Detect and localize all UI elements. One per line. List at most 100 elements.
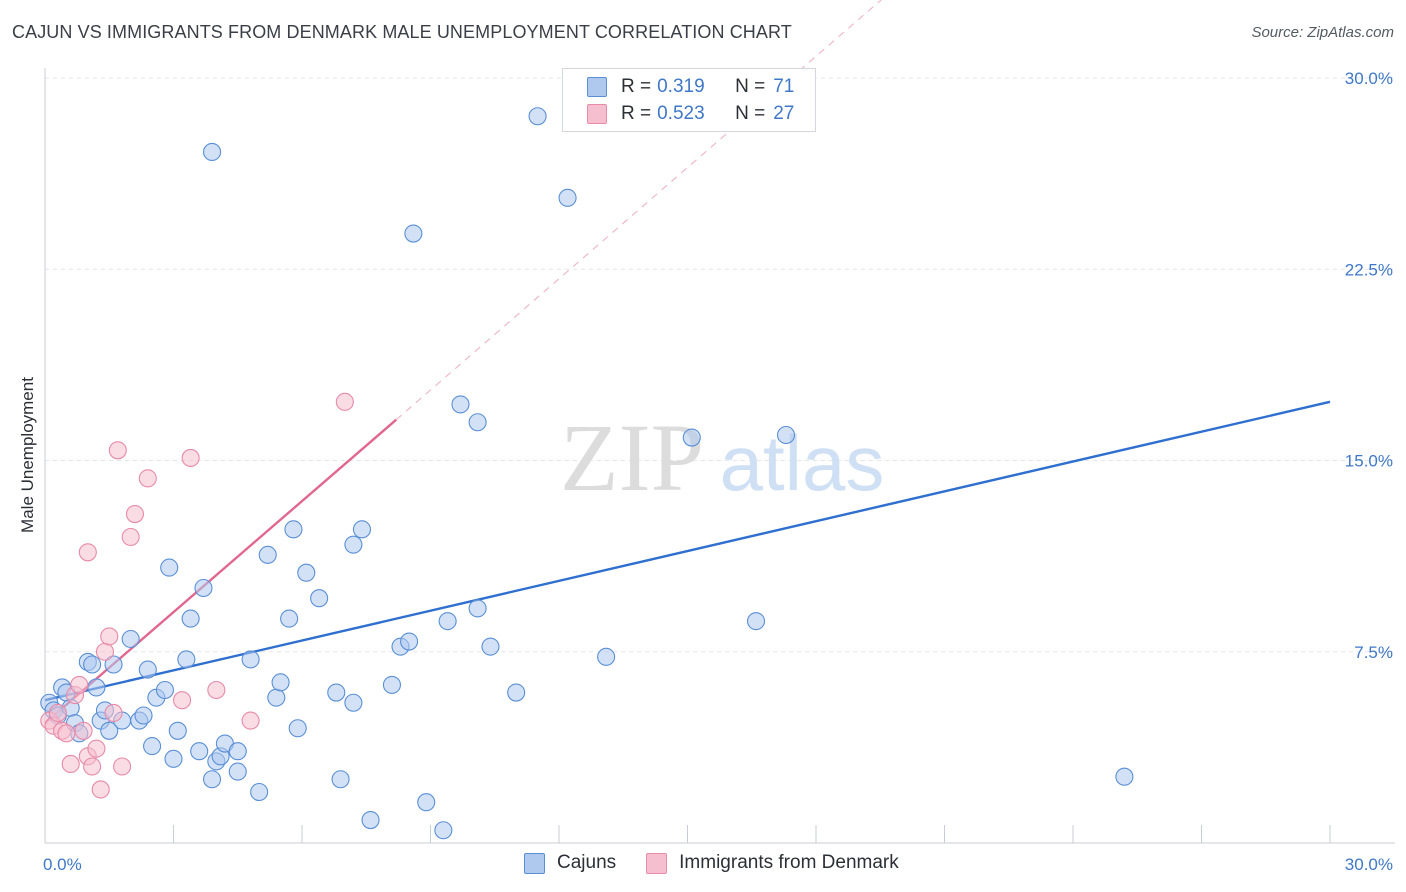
legend-label-denmark: Immigrants from Denmark bbox=[679, 852, 899, 873]
data-point-cajun bbox=[1115, 767, 1134, 786]
watermark: ZIP atlas bbox=[560, 404, 884, 511]
data-point-cajun bbox=[481, 637, 500, 656]
data-point-denmark bbox=[138, 469, 157, 488]
data-points bbox=[40, 107, 1134, 840]
data-point-cajun bbox=[310, 589, 329, 608]
data-point-cajun bbox=[280, 609, 299, 628]
data-point-cajun bbox=[776, 425, 796, 445]
series-legend: Cajuns Immigrants from Denmark bbox=[524, 852, 929, 874]
data-point-cajun bbox=[267, 688, 286, 707]
legend-r-value: 0.523 bbox=[657, 103, 705, 124]
data-point-denmark bbox=[91, 780, 110, 799]
source-label: Source: ZipAtlas.com bbox=[1251, 24, 1394, 41]
data-point-cajun bbox=[528, 107, 547, 126]
legend-r-label: R = bbox=[621, 103, 652, 124]
watermark-zip: ZIP bbox=[560, 404, 704, 511]
data-point-denmark bbox=[78, 543, 97, 562]
data-point-denmark bbox=[48, 703, 67, 723]
trend-line-cajun bbox=[44, 400, 1331, 702]
data-point-cajun bbox=[181, 609, 200, 628]
data-point-cajun bbox=[597, 647, 616, 666]
data-point-cajun bbox=[134, 706, 153, 725]
data-point-cajun bbox=[344, 535, 363, 554]
data-point-denmark bbox=[125, 504, 144, 524]
data-point-cajun bbox=[284, 520, 303, 539]
data-point-denmark bbox=[100, 627, 119, 646]
trend-lines bbox=[44, 0, 1331, 725]
data-point-denmark bbox=[83, 757, 102, 776]
data-point-cajun bbox=[438, 612, 457, 631]
data-point-cajun bbox=[352, 520, 372, 539]
data-point-cajun bbox=[344, 693, 363, 712]
data-point-cajun bbox=[297, 563, 316, 582]
data-point-denmark bbox=[207, 680, 226, 700]
data-point-cajun bbox=[507, 683, 526, 702]
data-point-denmark bbox=[74, 721, 93, 740]
data-point-cajun bbox=[417, 793, 436, 812]
data-point-cajun bbox=[400, 632, 419, 651]
data-point-cajun bbox=[250, 782, 269, 802]
data-point-cajun bbox=[160, 558, 179, 577]
data-point-cajun bbox=[468, 599, 487, 618]
data-point-cajun bbox=[83, 655, 102, 674]
legend-swatch-blue bbox=[587, 77, 607, 97]
data-point-cajun bbox=[121, 629, 140, 649]
data-point-denmark bbox=[57, 724, 76, 743]
data-point-cajun bbox=[382, 675, 402, 694]
data-point-denmark bbox=[335, 392, 354, 411]
legend-item-cajuns: Cajuns bbox=[524, 852, 616, 874]
data-point-cajun bbox=[361, 810, 380, 830]
trend-line-denmark bbox=[44, 418, 398, 725]
data-point-cajun bbox=[194, 578, 213, 598]
legend-item-denmark: Immigrants from Denmark bbox=[646, 852, 899, 874]
data-point-cajun bbox=[327, 683, 346, 702]
legend-label-cajuns: Cajuns bbox=[557, 852, 617, 873]
data-point-cajun bbox=[331, 770, 350, 789]
chart-title: CAJUN VS IMMIGRANTS FROM DENMARK MALE UN… bbox=[12, 22, 792, 42]
data-point-denmark bbox=[241, 711, 260, 730]
grid-lines bbox=[45, 77, 1395, 653]
data-point-cajun bbox=[434, 821, 453, 840]
data-point-denmark bbox=[108, 441, 127, 460]
data-point-denmark bbox=[121, 527, 140, 547]
data-point-cajun bbox=[228, 742, 247, 761]
data-point-denmark bbox=[95, 642, 115, 661]
legend-row-cajuns: R = 0.319 N = 71 bbox=[587, 75, 794, 99]
data-point-cajun bbox=[271, 673, 290, 692]
data-point-denmark bbox=[181, 448, 200, 468]
data-point-cajun bbox=[104, 655, 123, 674]
data-point-cajun bbox=[138, 660, 157, 679]
data-point-cajun bbox=[228, 762, 247, 781]
data-point-cajun bbox=[164, 749, 183, 768]
watermark-atlas: atlas bbox=[720, 419, 885, 507]
data-point-cajun bbox=[203, 142, 222, 161]
data-point-cajun bbox=[451, 395, 470, 414]
data-point-denmark bbox=[173, 691, 192, 710]
correlation-legend: R = 0.319 N = 71 R = 0.523 N = 27 bbox=[562, 68, 816, 132]
x-tick-label: 30.0% bbox=[1345, 855, 1393, 874]
y-tick-label: 7.5% bbox=[1354, 643, 1393, 662]
y-tick-label: 30.0% bbox=[1345, 69, 1393, 88]
data-point-cajun bbox=[682, 428, 701, 447]
data-point-cajun bbox=[746, 612, 766, 631]
data-point-denmark bbox=[104, 703, 123, 723]
y-tick-label: 22.5% bbox=[1345, 260, 1393, 279]
legend-swatch-blue bbox=[524, 852, 545, 874]
legend-swatch-pink bbox=[587, 104, 607, 124]
legend-n-value: 27 bbox=[773, 103, 795, 124]
data-point-cajun bbox=[100, 721, 119, 740]
data-point-cajun bbox=[190, 742, 209, 761]
data-point-cajun bbox=[177, 650, 196, 669]
data-point-cajun bbox=[288, 719, 307, 738]
legend-row-denmark: R = 0.523 N = 27 bbox=[587, 102, 794, 126]
legend-swatch-pink bbox=[646, 852, 668, 874]
y-tick-label: 15.0% bbox=[1345, 452, 1393, 471]
data-point-cajun bbox=[468, 413, 487, 432]
legend-n-label: N = bbox=[735, 76, 766, 97]
data-point-denmark bbox=[61, 754, 80, 774]
data-point-denmark bbox=[70, 675, 89, 694]
data-point-cajun bbox=[203, 770, 222, 789]
legend-r-label: R = bbox=[621, 76, 652, 97]
tick-labels: 7.5% 15.0% 22.5% 30.0% 0.0% 30.0% bbox=[43, 69, 1393, 874]
